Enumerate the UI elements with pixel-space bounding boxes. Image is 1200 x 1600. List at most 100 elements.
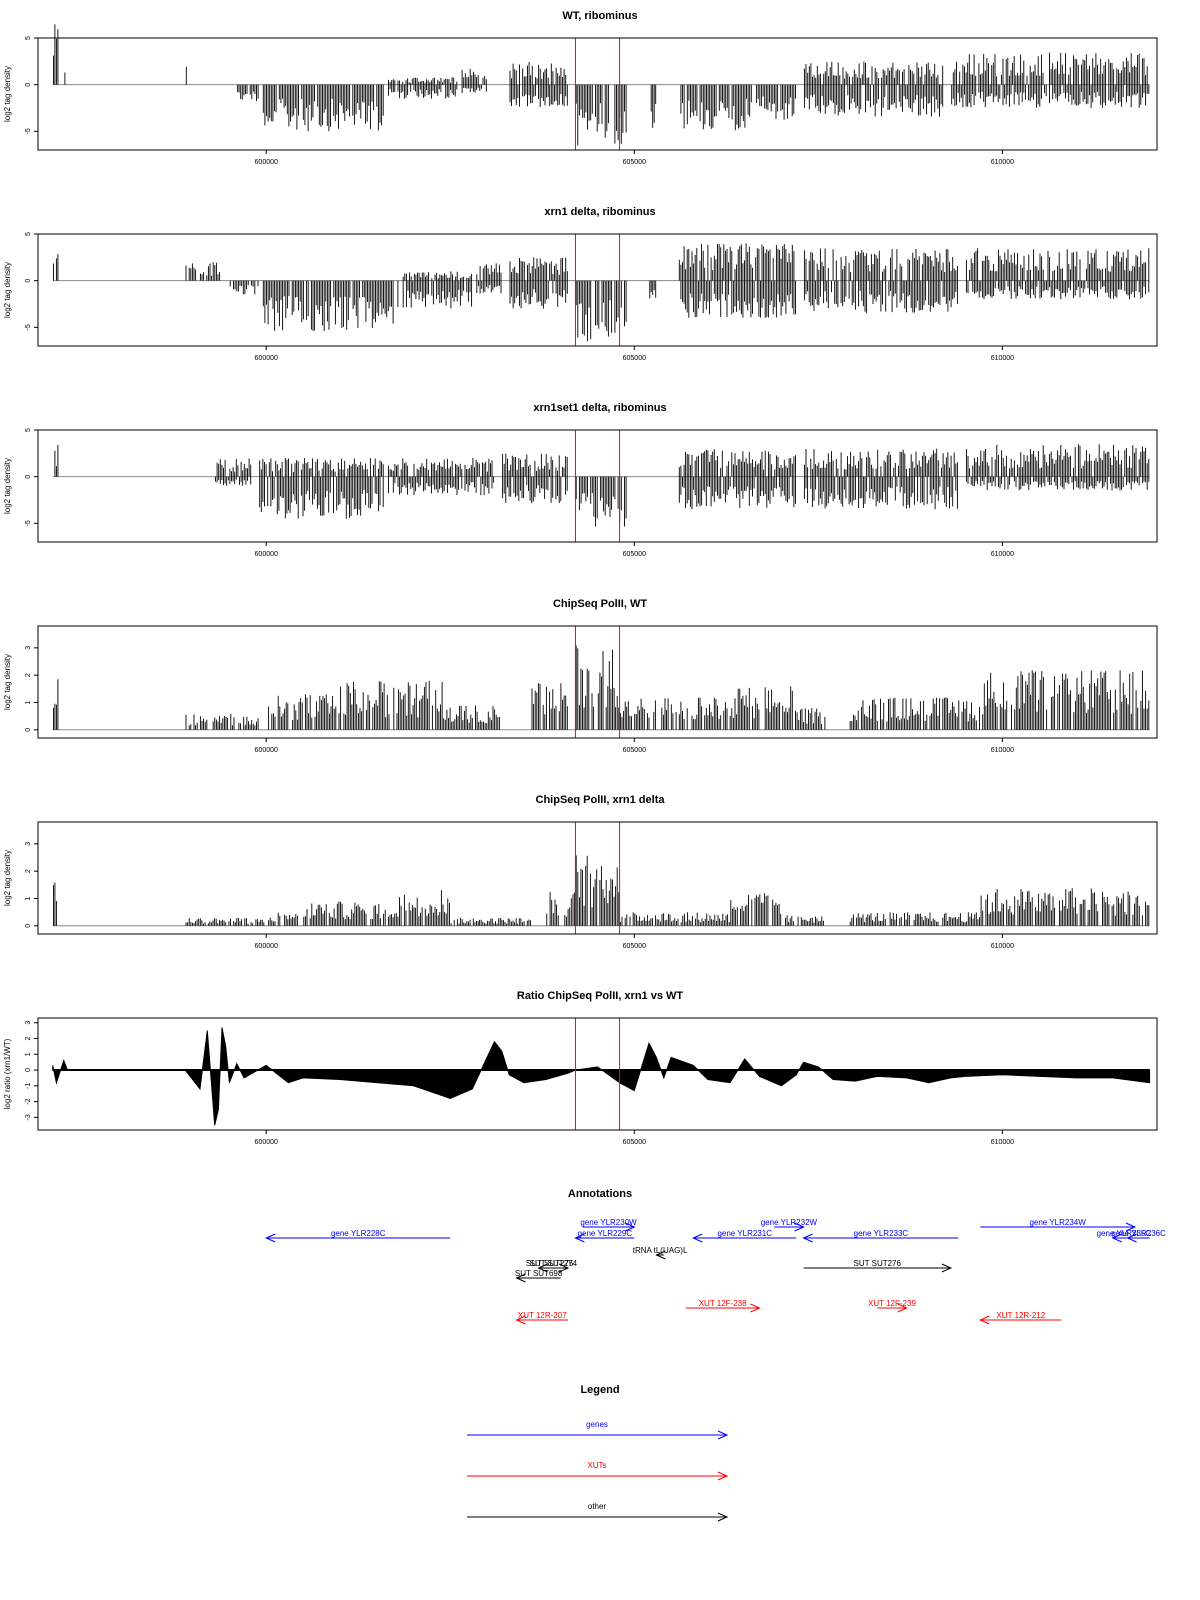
bar-segment xyxy=(402,271,473,309)
annotation-label: gene YLR230W xyxy=(580,1218,637,1227)
bar-segment xyxy=(215,458,252,486)
y-tick-label: 1 xyxy=(25,896,32,900)
y-tick-label: -5 xyxy=(25,128,32,134)
bar-segment xyxy=(951,52,1150,108)
bar-segment xyxy=(476,263,502,294)
y-tick-label: 2 xyxy=(25,673,32,677)
bar-segment xyxy=(849,912,980,926)
bar-segment xyxy=(509,257,568,309)
bar-segment xyxy=(53,24,59,85)
annotation-label: XUT 12R-212 xyxy=(996,1311,1045,1320)
y-tick-label: 1 xyxy=(25,700,32,704)
annotation-label: tRNA tL(UAG)L xyxy=(633,1246,688,1255)
bar-segment xyxy=(502,453,568,504)
y-tick-label: 0 xyxy=(25,1068,32,1072)
legend-title: Legend xyxy=(580,1384,620,1396)
bar-segment xyxy=(785,915,824,926)
x-tick-label: 610000 xyxy=(991,159,1014,166)
annotation-arrow xyxy=(691,1233,797,1243)
bar-segment xyxy=(303,901,399,926)
annotation-arrow xyxy=(980,1222,1137,1232)
legend-label: other xyxy=(588,1502,607,1511)
track-title: ChipSeq PolII, xrn1 delta xyxy=(535,794,665,806)
annotation-arrow xyxy=(979,1315,1062,1325)
annotation-label: gene YLR232W xyxy=(761,1218,818,1227)
y-tick-label: 0 xyxy=(25,279,32,283)
legend-arrow-xut xyxy=(467,1471,729,1481)
annotation-arrow xyxy=(515,1273,561,1283)
x-tick-label: 605000 xyxy=(623,159,646,166)
bar-segment xyxy=(388,77,458,99)
x-tick-label: 600000 xyxy=(255,747,278,754)
track-plot: 0 1 2 3 log2 tag density 600000 605000 610000 xyxy=(3,821,1158,950)
bar-segment xyxy=(340,680,443,730)
bar-segment xyxy=(54,444,59,477)
plot-frame xyxy=(37,233,1158,347)
track-title: xrn1 delta, ribominus xyxy=(544,206,656,218)
bar-segment xyxy=(678,449,796,510)
annotation-label: gene YLR235C xyxy=(1097,1229,1152,1238)
bar-segment xyxy=(53,254,59,281)
x-tick-label: 610000 xyxy=(991,943,1014,950)
y-axis-label: log2 tag density xyxy=(3,458,12,514)
bar-segment xyxy=(982,670,1150,730)
annotation-label: XUT 12R-207 xyxy=(518,1311,567,1320)
y-tick-label: 2 xyxy=(25,1036,32,1040)
x-tick-label: 600000 xyxy=(255,1139,278,1146)
bar-segment xyxy=(678,243,796,318)
plot-frame xyxy=(37,1017,1158,1131)
y-axis-label: log2 ratio (xrn1/WT) xyxy=(3,1038,12,1109)
bar-segment xyxy=(185,713,259,730)
annotation-label: XUT 12F-239 xyxy=(868,1299,916,1308)
track-plot: 0 1 2 3 log2 tag density 600000 605000 610000 xyxy=(3,625,1158,754)
y-tick-label: -1 xyxy=(25,1083,32,1089)
track-title: xrn1set1 delta, ribominus xyxy=(533,402,667,414)
bar-segment xyxy=(575,645,620,730)
bar-segment xyxy=(575,84,627,146)
annotation-arrow xyxy=(774,1222,805,1232)
y-axis-label: log2 tag density xyxy=(3,850,12,906)
bar-segment xyxy=(803,448,958,510)
bar-segment xyxy=(649,280,657,299)
annotation-label: gene YLR228C xyxy=(331,1229,386,1238)
x-tick-label: 610000 xyxy=(991,747,1014,754)
x-tick-label: 600000 xyxy=(255,943,278,950)
x-tick-label: 600000 xyxy=(255,355,278,362)
bar-segment xyxy=(803,248,958,314)
bar-segment xyxy=(262,84,384,132)
annotation-label: gene YLR231C xyxy=(717,1229,772,1238)
x-tick-label: 605000 xyxy=(623,747,646,754)
legend-label: genes xyxy=(586,1420,608,1429)
x-tick-label: 600000 xyxy=(255,159,278,166)
bar-segment xyxy=(531,683,568,730)
bar-segment xyxy=(680,84,752,131)
legend-arrow-other xyxy=(467,1512,729,1522)
annotation-arrow xyxy=(685,1303,761,1313)
bar-segment xyxy=(803,61,944,117)
y-tick-label: 2 xyxy=(25,869,32,873)
bar-segment xyxy=(619,697,738,730)
bar-segment xyxy=(259,458,384,519)
y-tick-label: 5 xyxy=(25,428,32,432)
annotation-label: XUT 12F-238 xyxy=(699,1299,747,1308)
y-tick-label: -3 xyxy=(25,1114,32,1120)
bar-segment xyxy=(443,705,500,730)
track-plot: -3 -2 -1 0 1 2 3 log2 ratio (xrn1/WT) 600000 6050… xyxy=(3,1017,1158,1146)
annotation-arrow xyxy=(655,1250,666,1260)
bar-segment xyxy=(737,686,796,730)
y-tick-label: 5 xyxy=(25,232,32,236)
bar-segment xyxy=(262,280,399,331)
annotation-arrow xyxy=(877,1303,908,1313)
bar-segment xyxy=(229,280,259,295)
annotation-label: gene YLR234W xyxy=(1029,1218,1086,1227)
annotation-arrow xyxy=(537,1263,561,1273)
bar-segment xyxy=(965,444,1150,491)
annotations-title: Annotations xyxy=(567,1188,633,1200)
y-tick-label: 0 xyxy=(25,475,32,479)
bar-segment xyxy=(650,84,657,128)
bar-segment xyxy=(268,694,340,730)
x-tick-label: 605000 xyxy=(623,551,646,558)
bar-segment xyxy=(546,891,576,926)
bar-segment xyxy=(185,918,265,926)
track-title: WT, ribominus xyxy=(562,10,638,22)
